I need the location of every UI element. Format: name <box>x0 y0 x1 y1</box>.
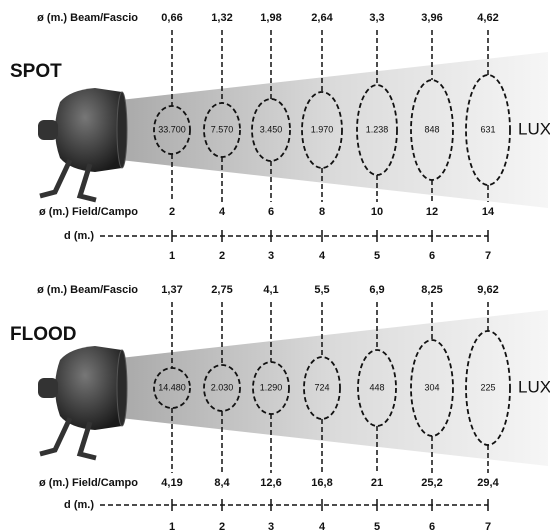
beam-ellipse <box>303 356 341 420</box>
lux-unit: LUX <box>518 377 550 396</box>
lux-value: 225 <box>480 382 495 392</box>
lamp-lens <box>116 91 128 169</box>
lamp-lens <box>116 349 128 427</box>
beam-ellipse <box>356 84 398 176</box>
lux-value: 1.238 <box>366 124 389 134</box>
beam-value: 6,9 <box>369 284 384 296</box>
field-value: 25,2 <box>421 477 442 489</box>
lux-value: 2.030 <box>211 382 234 392</box>
field-value: 21 <box>371 477 383 489</box>
field-value: 2 <box>169 206 175 218</box>
distance-value: 5 <box>374 521 380 530</box>
distance-value: 7 <box>485 250 491 262</box>
panel-title: FLOOD <box>10 324 77 345</box>
field-value: 8,4 <box>214 477 230 489</box>
beam-value: 0,66 <box>161 12 182 24</box>
lux-value: 631 <box>480 124 495 134</box>
lamp-knob <box>38 378 58 398</box>
panel: FLOOD ø (m.) Beam/Fascio ø (m.) Field/Camp… <box>10 284 550 530</box>
lux-value: 14.480 <box>158 382 186 392</box>
distance-value: 1 <box>169 521 175 530</box>
distance-value: 3 <box>268 521 274 530</box>
lux-value: 304 <box>424 382 439 392</box>
distance-value: 4 <box>319 250 326 262</box>
beam-value: 2,64 <box>311 12 333 24</box>
field-value: 14 <box>482 206 495 218</box>
lux-value: 3.450 <box>260 124 283 134</box>
beam-ellipse <box>153 105 191 155</box>
lux-value: 724 <box>314 382 329 392</box>
panel: SPOT ø (m.) Beam/Fascio ø (m.) Field/Campo… <box>10 12 550 262</box>
distance-value: 4 <box>319 521 326 530</box>
beam-ellipse <box>252 361 290 415</box>
distance-value: 7 <box>485 521 491 530</box>
beam-ellipse <box>465 330 511 446</box>
lux-unit: LUX <box>518 119 550 138</box>
beam-value: 3,96 <box>421 12 442 24</box>
lamp-knob <box>38 120 58 140</box>
lamp-body <box>55 346 122 430</box>
field-value: 29,4 <box>477 477 499 489</box>
field-label: ø (m.) Field/Campo <box>39 206 138 218</box>
beam-value: 2,75 <box>211 284 232 296</box>
light-beam <box>120 310 548 466</box>
field-value: 12 <box>426 206 438 218</box>
beam-ellipse <box>203 364 241 412</box>
beam-value: 9,62 <box>477 284 498 296</box>
beam-ellipse <box>203 102 241 158</box>
field-value: 8 <box>319 206 325 218</box>
beam-value: 1,98 <box>260 12 281 24</box>
field-value: 16,8 <box>311 477 332 489</box>
lux-value: 7.570 <box>211 124 234 134</box>
beam-ellipse <box>410 79 454 181</box>
beam-label: ø (m.) Beam/Fascio <box>37 284 138 296</box>
beam-ellipse <box>251 98 291 162</box>
lux-value: 33.700 <box>158 124 186 134</box>
beam-ellipse <box>153 367 191 409</box>
lamp-stand <box>39 158 97 203</box>
light-beam <box>120 52 548 208</box>
distance-value: 2 <box>219 250 225 262</box>
lux-value: 1.290 <box>260 382 283 392</box>
lux-value: 848 <box>424 124 439 134</box>
distance-value: 3 <box>268 250 274 262</box>
distance-label: d (m.) <box>64 230 94 242</box>
panel-title: SPOT <box>10 61 62 82</box>
beam-value: 4,1 <box>263 284 278 296</box>
distance-value: 6 <box>429 250 435 262</box>
beam-value: 5,5 <box>314 284 329 296</box>
beam-value: 4,62 <box>477 12 498 24</box>
beam-ellipse <box>410 339 454 437</box>
lamp-stand <box>39 416 97 461</box>
beam-value: 1,37 <box>161 284 182 296</box>
beam-ellipse <box>465 74 511 186</box>
distance-value: 2 <box>219 521 225 530</box>
distance-value: 6 <box>429 521 435 530</box>
beam-value: 8,25 <box>421 284 442 296</box>
beam-label: ø (m.) Beam/Fascio <box>37 12 138 24</box>
distance-value: 5 <box>374 250 380 262</box>
lamp-body <box>55 88 122 172</box>
field-value: 4,19 <box>161 477 182 489</box>
beam-ellipse <box>357 349 397 427</box>
beam-ellipse <box>301 91 343 169</box>
lux-value: 1.970 <box>311 124 334 134</box>
distance-value: 1 <box>169 250 175 262</box>
lux-value: 448 <box>369 382 384 392</box>
distance-label: d (m.) <box>64 499 94 511</box>
beam-value: 3,3 <box>369 12 384 24</box>
field-value: 12,6 <box>260 477 281 489</box>
field-label: ø (m.) Field/Campo <box>39 477 138 489</box>
field-value: 4 <box>219 206 226 218</box>
field-value: 6 <box>268 206 274 218</box>
field-value: 10 <box>371 206 383 218</box>
beam-value: 1,32 <box>211 12 232 24</box>
